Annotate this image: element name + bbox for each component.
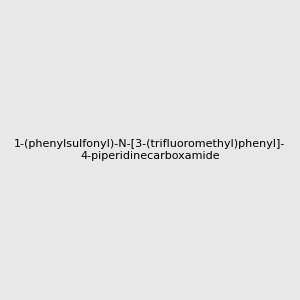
Text: 1-(phenylsulfonyl)-N-[3-(trifluoromethyl)phenyl]-
4-piperidinecarboxamide: 1-(phenylsulfonyl)-N-[3-(trifluoromethyl… [14, 139, 286, 161]
